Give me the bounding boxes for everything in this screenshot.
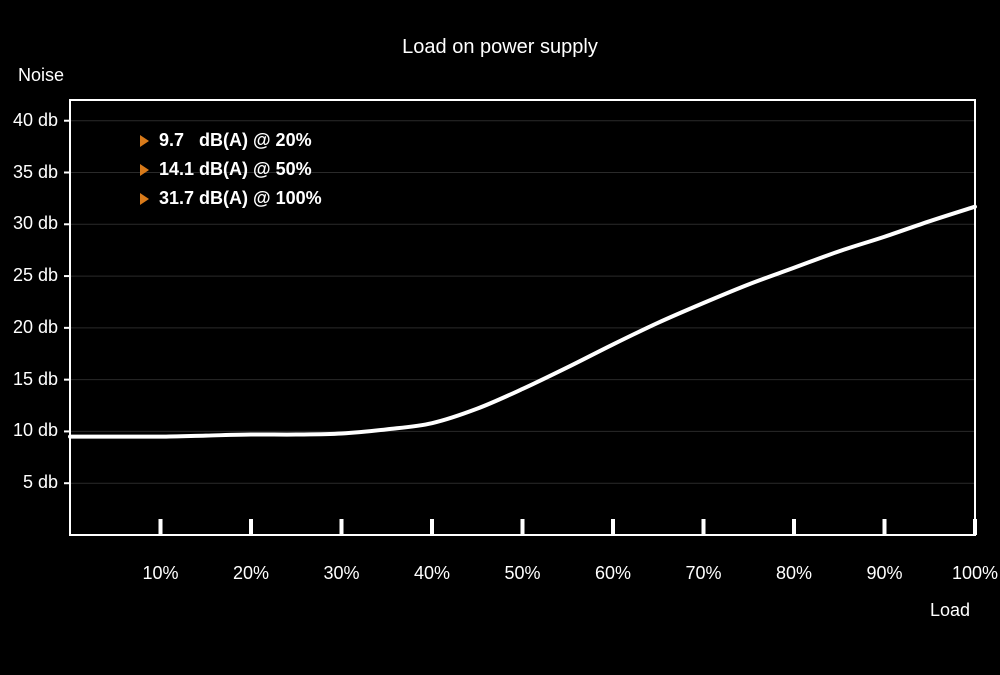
legend-item: 9.7 dB(A) @ 20% [140, 130, 322, 151]
y-tick-label: 40 db [13, 110, 58, 131]
legend-text: 31.7 dB(A) @ 100% [159, 188, 322, 209]
x-tick-label: 60% [588, 563, 638, 584]
y-tick-label: 20 db [13, 317, 58, 338]
x-tick-label: 100% [950, 563, 1000, 584]
x-tick-label: 40% [407, 563, 457, 584]
legend-item: 14.1 dB(A) @ 50% [140, 159, 322, 180]
x-tick-label: 70% [679, 563, 729, 584]
triangle-icon [140, 193, 149, 205]
x-tick-label: 20% [226, 563, 276, 584]
x-tick-label: 80% [769, 563, 819, 584]
x-tick-label: 50% [498, 563, 548, 584]
y-tick-label: 35 db [13, 162, 58, 183]
y-tick-label: 10 db [13, 420, 58, 441]
triangle-icon [140, 164, 149, 176]
y-tick-label: 5 db [23, 472, 58, 493]
legend-text: 9.7 dB(A) @ 20% [159, 130, 312, 151]
y-tick-label: 25 db [13, 265, 58, 286]
legend-item: 31.7 dB(A) @ 100% [140, 188, 322, 209]
noise-chart: Load on power supply Noise Load 9.7 dB(A… [0, 0, 1000, 675]
legend-text: 14.1 dB(A) @ 50% [159, 159, 312, 180]
legend: 9.7 dB(A) @ 20% 14.1 dB(A) @ 50% 31.7 dB(A… [140, 130, 322, 217]
x-tick-label: 30% [317, 563, 367, 584]
x-tick-label: 90% [860, 563, 910, 584]
x-tick-label: 10% [136, 563, 186, 584]
y-tick-label: 30 db [13, 213, 58, 234]
y-tick-label: 15 db [13, 369, 58, 390]
triangle-icon [140, 135, 149, 147]
